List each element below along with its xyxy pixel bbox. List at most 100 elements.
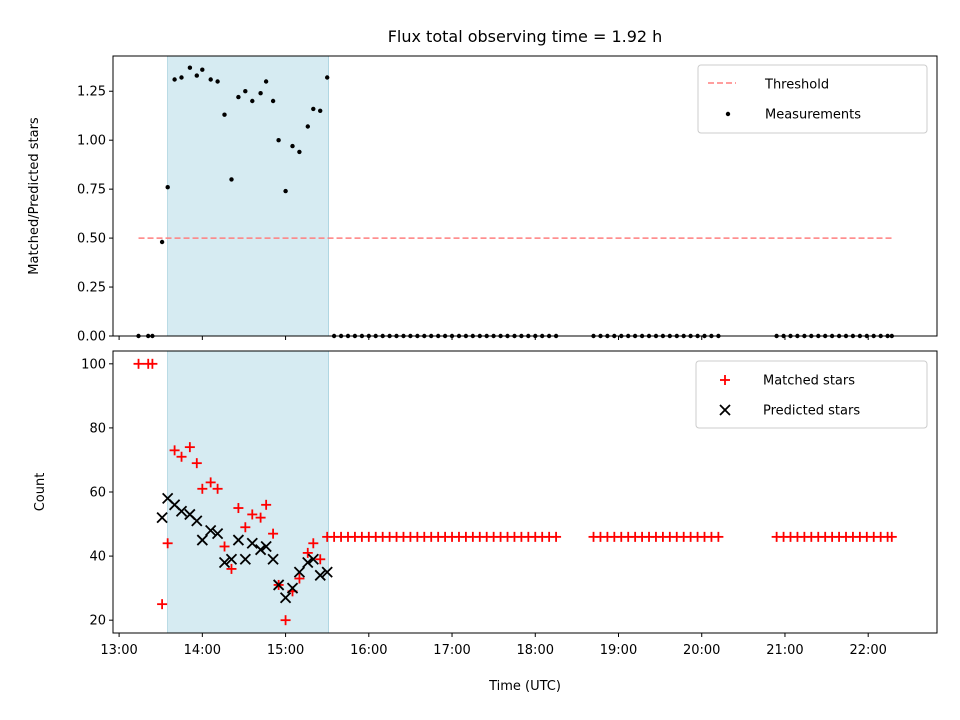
predicted-star-point xyxy=(225,553,238,565)
predicted-star-point xyxy=(279,592,292,604)
legend-cross-mark xyxy=(719,404,731,416)
matched-star-point xyxy=(294,573,305,584)
matched-star-point xyxy=(226,563,237,574)
matched-star-point xyxy=(169,445,180,456)
matched-star-point xyxy=(219,541,230,552)
measurement-point xyxy=(194,73,199,78)
bottom-y-tick-label: 80 xyxy=(89,421,106,436)
cross-b xyxy=(196,534,208,546)
predicted-star-point xyxy=(314,569,326,581)
cross-b xyxy=(272,579,285,591)
matched-star-point xyxy=(247,509,258,520)
predicted-star-point xyxy=(267,553,279,565)
top-y-axis-label: Matched/Predicted stars xyxy=(27,117,42,275)
top-panel: 0.00 0.25 0.50 0.75 1.00 1.25 Flux total obse… xyxy=(27,27,938,345)
measurement-point xyxy=(208,77,213,82)
measurement-point xyxy=(187,65,193,70)
measurement-point xyxy=(311,106,316,112)
predicted-star-point xyxy=(205,524,217,537)
predicted-star-point xyxy=(156,511,168,524)
predicted-star-point xyxy=(218,556,231,569)
measurement-point xyxy=(179,75,184,80)
bottom-x-tick-label: 18:00 xyxy=(517,643,554,658)
predicted-star-point xyxy=(239,553,251,565)
matched-star-point xyxy=(280,615,291,626)
predicted-star-point xyxy=(286,582,299,594)
predicted-star-point xyxy=(232,534,245,546)
matched-stars-points xyxy=(133,358,897,626)
matched-star-point xyxy=(212,483,223,494)
measurement-point xyxy=(325,75,330,80)
matched-star-point xyxy=(233,503,244,514)
legend-threshold-label: Threshold xyxy=(764,78,829,93)
measurement-point xyxy=(276,138,281,143)
bottom-legend: Matched stars Predicted stars xyxy=(695,360,928,429)
measurement-point xyxy=(222,112,227,117)
cross-b xyxy=(211,528,224,540)
bottom-panel: 20 40 60 80 100 13:00 14:00 15:00 16:00 17:00 18:… xyxy=(33,350,938,694)
chart-title: Flux total observing time = 1.92 h xyxy=(388,27,663,46)
measurement-point xyxy=(290,143,295,149)
legend-measurements-swatch xyxy=(725,111,731,117)
legend-predicted-label: Predicted stars xyxy=(763,404,860,419)
bottom-x-tick-label: 15:00 xyxy=(267,643,304,658)
measurement-point xyxy=(250,98,255,104)
predicted-star-point xyxy=(321,566,333,578)
legend-measurements-label: Measurements xyxy=(765,108,861,123)
predicted-star-point xyxy=(211,528,224,540)
x-axis-label: Time (UTC) xyxy=(488,679,561,694)
matched-star-point xyxy=(308,538,319,549)
cross-b xyxy=(225,553,238,565)
matched-star-point xyxy=(191,458,202,469)
cross-b xyxy=(246,537,258,549)
bottom-x-tick-label: 13:00 xyxy=(100,643,137,658)
top-y-tick-label: 0.00 xyxy=(77,330,106,345)
legend-predicted-swatch xyxy=(719,404,731,416)
bottom-highlight-span xyxy=(167,350,329,634)
predicted-star-point xyxy=(302,556,314,569)
measurement-point xyxy=(243,89,248,94)
matched-star-point xyxy=(176,451,187,462)
bottom-x-tick-label: 20:00 xyxy=(683,643,720,658)
bottom-x-tick-label: 21:00 xyxy=(766,643,803,658)
bottom-x-tick-label: 17:00 xyxy=(433,643,470,658)
matched-star-point xyxy=(240,522,251,533)
cross-b xyxy=(254,544,267,556)
top-y-tick-label: 0.25 xyxy=(77,281,106,296)
predicted-star-point xyxy=(260,540,272,553)
measurement-point xyxy=(263,79,269,84)
measurement-point xyxy=(172,77,177,82)
bottom-y-tick-label: 60 xyxy=(89,486,106,501)
bottom-y-tick-label: 100 xyxy=(81,357,106,372)
bottom-y-tick-label: 20 xyxy=(89,614,106,629)
matched-star-point xyxy=(197,483,208,494)
top-y-tick-label: 1.00 xyxy=(77,134,106,149)
cross-b xyxy=(191,515,203,527)
cross-b xyxy=(218,556,231,569)
top-y-tick-label: 0.50 xyxy=(77,232,106,247)
cross-b xyxy=(168,499,181,511)
matched-star-point xyxy=(315,554,326,565)
matched-star-point xyxy=(133,358,144,369)
cross-b xyxy=(286,582,299,594)
cross-b xyxy=(302,556,314,569)
measurement-point xyxy=(159,239,165,245)
matched-star-point xyxy=(255,512,266,523)
matched-star-point xyxy=(302,547,313,558)
top-y-ticks: 0.00 0.25 0.50 0.75 1.00 1.25 xyxy=(77,85,113,345)
matched-star-point xyxy=(886,531,897,542)
matched-star-point xyxy=(713,531,724,542)
cross-b xyxy=(232,534,245,546)
top-highlight-span xyxy=(167,55,329,337)
legend-plus-mark xyxy=(720,375,730,385)
predicted-star-point xyxy=(307,553,319,565)
cross-b xyxy=(719,404,731,416)
matched-star-point xyxy=(261,499,272,510)
bottom-y-tick-label: 40 xyxy=(89,550,106,565)
measurement-point xyxy=(200,67,205,72)
predicted-star-point xyxy=(175,505,188,517)
predicted-star-point xyxy=(293,566,306,578)
bottom-y-ticks: 20 40 60 80 100 xyxy=(81,357,113,629)
cross-b xyxy=(156,511,168,524)
bottom-x-tick-label: 16:00 xyxy=(350,643,387,658)
